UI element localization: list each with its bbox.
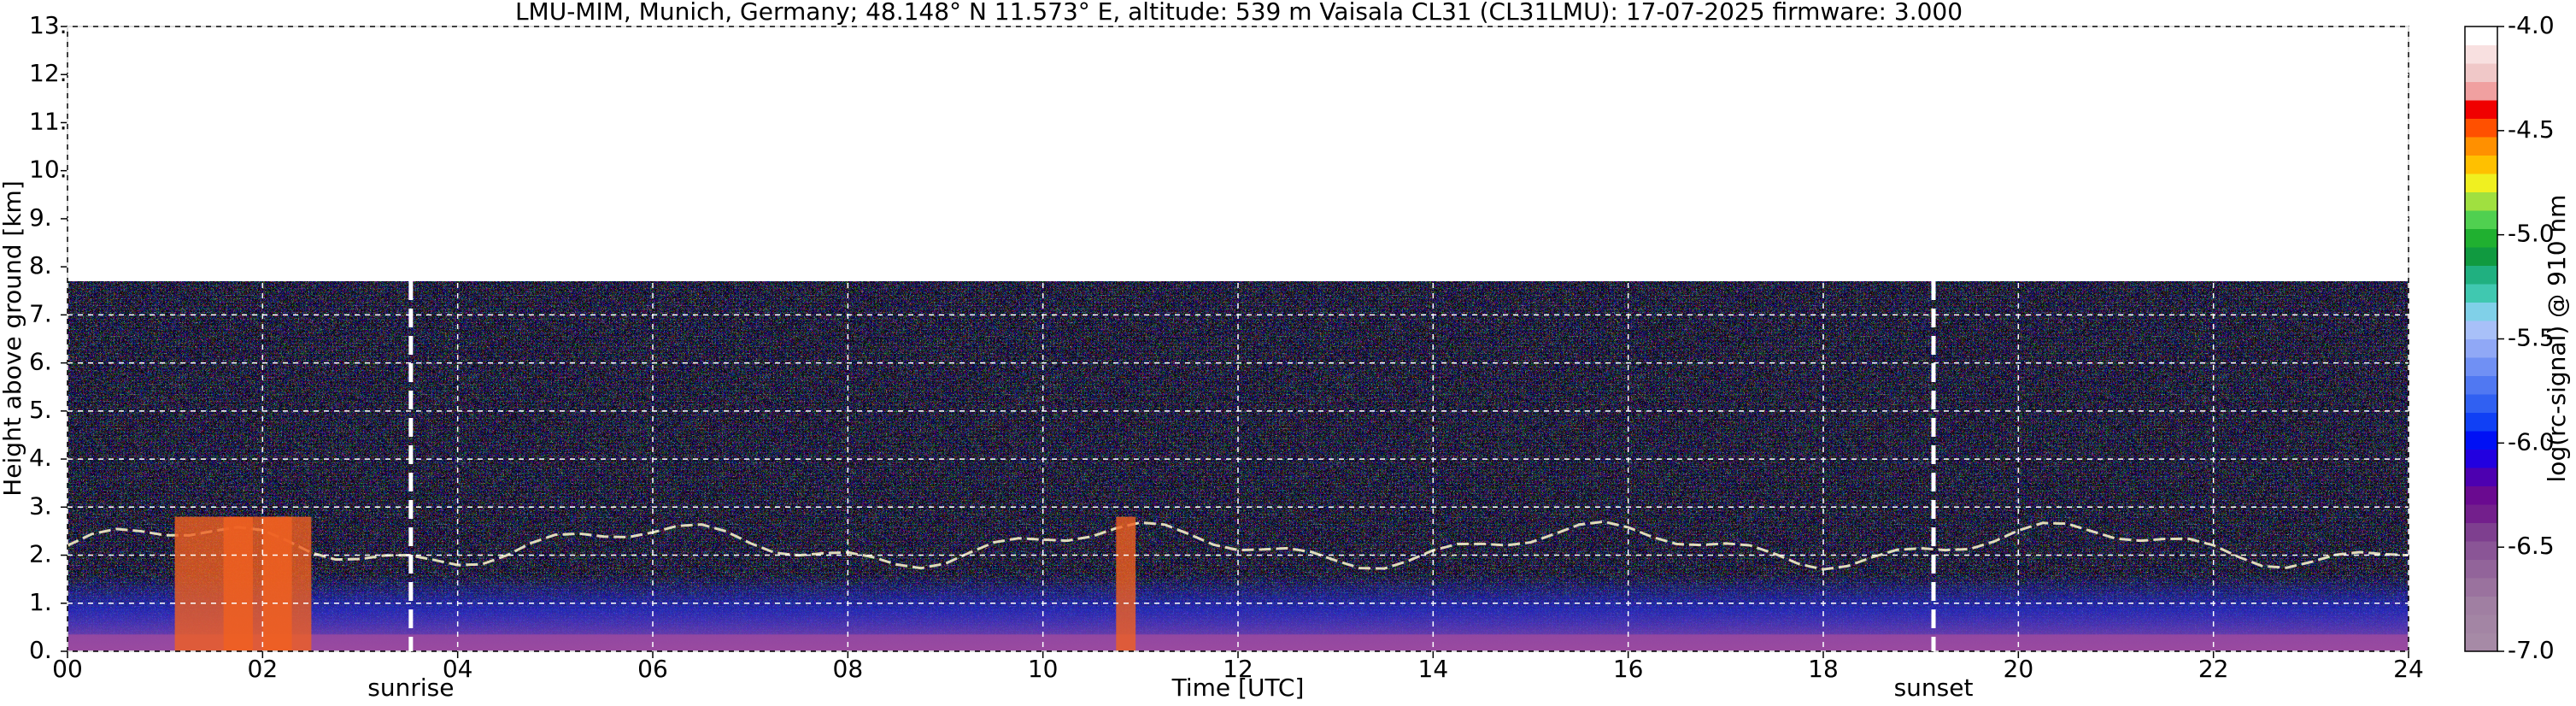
colorbar-level — [2465, 191, 2497, 211]
x-tick-label: 24 — [2393, 655, 2424, 683]
colorbar-level — [2465, 321, 2497, 339]
y-tick-label: 8. — [29, 251, 52, 279]
colorbar-level — [2465, 596, 2497, 615]
marker-label: sunset — [1894, 674, 1974, 702]
colorbar-level — [2465, 504, 2497, 523]
x-tick-label: 04 — [443, 655, 473, 683]
colorbar-level — [2465, 357, 2497, 376]
colorbar-level — [2465, 431, 2497, 450]
colorbar-tick-label: -5.5 — [2508, 324, 2555, 352]
y-tick-label: 2. — [29, 540, 52, 568]
x-tick-label: 10 — [1028, 655, 1059, 683]
colorbar-tick-label: -7.0 — [2508, 636, 2555, 664]
chart-title: LMU-MIM, Munich, Germany; 48.148° N 11.5… — [515, 0, 1963, 26]
x-tick-label: 02 — [248, 655, 279, 683]
colorbar-level — [2465, 541, 2497, 560]
colorbar-level — [2465, 338, 2497, 358]
colorbar-tick-label: -4.0 — [2508, 11, 2555, 39]
x-tick-label: 22 — [2198, 655, 2229, 683]
colorbar-level — [2465, 632, 2497, 652]
colorbar-level — [2465, 578, 2497, 597]
x-tick-label: 08 — [833, 655, 864, 683]
colorbar-level — [2465, 228, 2497, 248]
y-tick-label: 13. — [29, 11, 67, 39]
colorbar-level — [2465, 118, 2497, 138]
x-tick-label: 16 — [1613, 655, 1644, 683]
y-tick-label: 6. — [29, 348, 52, 376]
y-tick-label: 9. — [29, 203, 52, 232]
y-axis-title: Height above ground [km] — [0, 180, 26, 497]
x-tick-label: 18 — [1808, 655, 1839, 683]
colorbar-tick-label: -5.0 — [2508, 220, 2555, 248]
y-tick-label: 3. — [29, 491, 52, 520]
colorbar-level — [2465, 559, 2497, 579]
x-tick-label: 06 — [637, 655, 668, 683]
colorbar-level — [2465, 615, 2497, 633]
colorbar-level — [2465, 155, 2497, 174]
y-tick-label: 11. — [29, 107, 67, 135]
x-tick-label: 14 — [1418, 655, 1449, 683]
precip-streak — [1116, 516, 1136, 651]
colorbar-level — [2465, 174, 2497, 192]
x-tick-label: 20 — [2004, 655, 2034, 683]
y-tick-label: 10. — [29, 156, 67, 184]
colorbar-level — [2465, 81, 2497, 101]
colorbar-level — [2465, 449, 2497, 468]
marker-label: sunrise — [367, 674, 454, 702]
colorbar-level — [2465, 468, 2497, 486]
colorbar-level — [2465, 137, 2497, 156]
y-tick-label: 1. — [29, 588, 52, 616]
y-tick-label: 0. — [29, 636, 52, 664]
x-axis-title: Time [UTC] — [1171, 674, 1305, 702]
colorbar-level — [2465, 485, 2497, 505]
colorbar-level — [2465, 394, 2497, 413]
colorbar-level — [2465, 375, 2497, 395]
precip-streak — [262, 516, 312, 651]
colorbar-level — [2465, 522, 2497, 542]
y-tick-label: 4. — [29, 444, 52, 472]
boundary-layer-trace — [67, 520, 2409, 571]
colorbar-level — [2465, 247, 2497, 266]
x-tick-label: 00 — [52, 655, 83, 683]
colorbar-tick-label: -6.5 — [2508, 532, 2555, 560]
colorbar-level — [2465, 412, 2497, 432]
colorbar-tick-label: -6.0 — [2508, 427, 2555, 456]
y-tick-label: 12. — [29, 59, 67, 87]
colorbar-level — [2465, 100, 2497, 119]
colorbar-level — [2465, 302, 2497, 321]
colorbar-title: log(rc-signal) @ 910 nm — [2543, 195, 2571, 483]
colorbar-level — [2465, 284, 2497, 303]
y-tick-label: 5. — [29, 396, 52, 424]
x-tick-label: 12 — [1223, 655, 1253, 683]
y-tick-label: 7. — [29, 299, 52, 327]
plot-area — [67, 281, 2409, 651]
colorbar-level — [2465, 63, 2497, 82]
colorbar-tick-label: -4.5 — [2508, 115, 2555, 144]
colorbar-level — [2465, 26, 2497, 45]
colorbar-level — [2465, 210, 2497, 229]
colorbar-level — [2465, 265, 2497, 285]
colorbar-level — [2465, 44, 2497, 64]
